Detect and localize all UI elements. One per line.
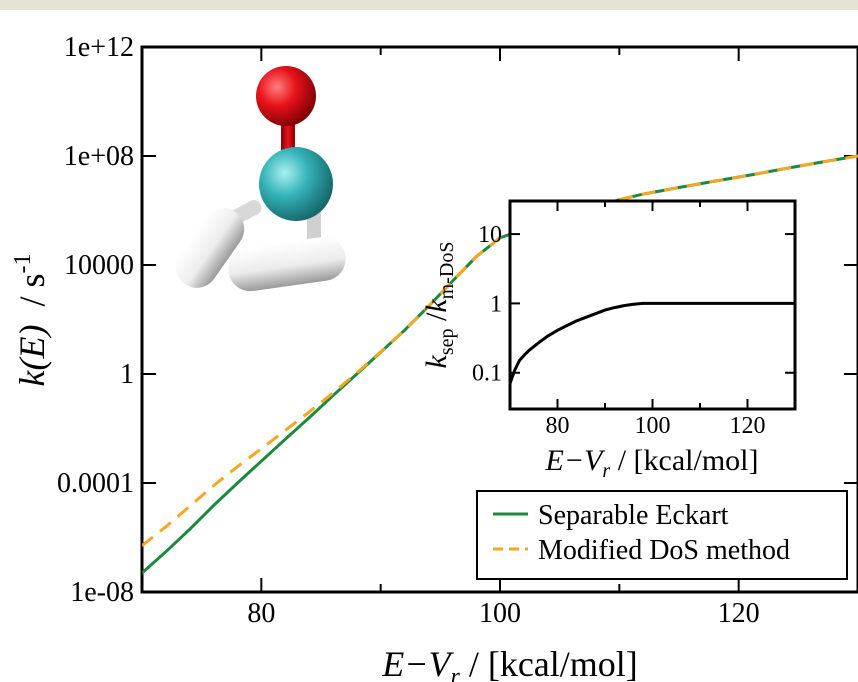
- y-tick-label-4: 1e+08: [64, 141, 134, 172]
- molecule-oxygen-atom: [256, 66, 316, 126]
- inset-ticks: [509, 201, 796, 409]
- inset-tick-labels: 80 100 120 0.1 1 10: [472, 222, 766, 439]
- x-tick-label-100: 100: [479, 598, 521, 629]
- main-y-axis-title: k(E) / s-1: [10, 254, 52, 387]
- molecule-render: [175, 66, 346, 292]
- molecule-hydrogen-2: [228, 236, 346, 292]
- y-tick-label-2: 1: [120, 359, 134, 390]
- inset-ratio-line: [510, 301, 795, 384]
- legend-box: [476, 490, 848, 580]
- y-tick-label-1: 1: [490, 291, 502, 317]
- inset-plot-frame: [508, 199, 797, 411]
- x-tick-label-100: 100: [635, 413, 671, 439]
- legend-label-separable-eckart: Separable Eckart: [538, 500, 729, 531]
- inset-y-axis-title: ksep /km-DoS: [420, 242, 458, 369]
- x-tick-label-120: 120: [718, 598, 760, 629]
- molecule-hydrogen-1: [175, 208, 245, 288]
- inset-chart: 80 100 120 0.1 1 10: [472, 199, 797, 439]
- y-tick-label-1: 0.0001: [57, 468, 134, 499]
- y-tick-label-5: 1e+12: [64, 32, 134, 63]
- molecule-carbon-atom: [259, 147, 333, 221]
- y-tick-label-2: 10: [478, 222, 502, 248]
- y-tick-label-0: 0.1: [472, 361, 502, 387]
- legend: Separable Eckart Modified DoS method: [476, 490, 848, 580]
- y-tick-label-3: 10000: [64, 250, 134, 281]
- inset-x-axis-title: E−Vr / [kcal/mol]: [545, 444, 759, 482]
- legend-label-modified-dos: Modified DoS method: [538, 535, 790, 566]
- series-modified-dos-line: [142, 154, 858, 547]
- main-x-axis-title: E−Vr / [kcal/mol]: [381, 644, 638, 682]
- x-tick-label-80: 80: [546, 413, 570, 439]
- x-tick-label-120: 120: [730, 413, 766, 439]
- x-tick-label-80: 80: [247, 598, 275, 629]
- top-border-strip: [0, 0, 858, 10]
- main-tick-labels: 80 100 120 1e-08 0.0001 1 10000 1e+08 1e+12: [57, 32, 760, 629]
- y-tick-label-0: 1e-08: [70, 577, 134, 608]
